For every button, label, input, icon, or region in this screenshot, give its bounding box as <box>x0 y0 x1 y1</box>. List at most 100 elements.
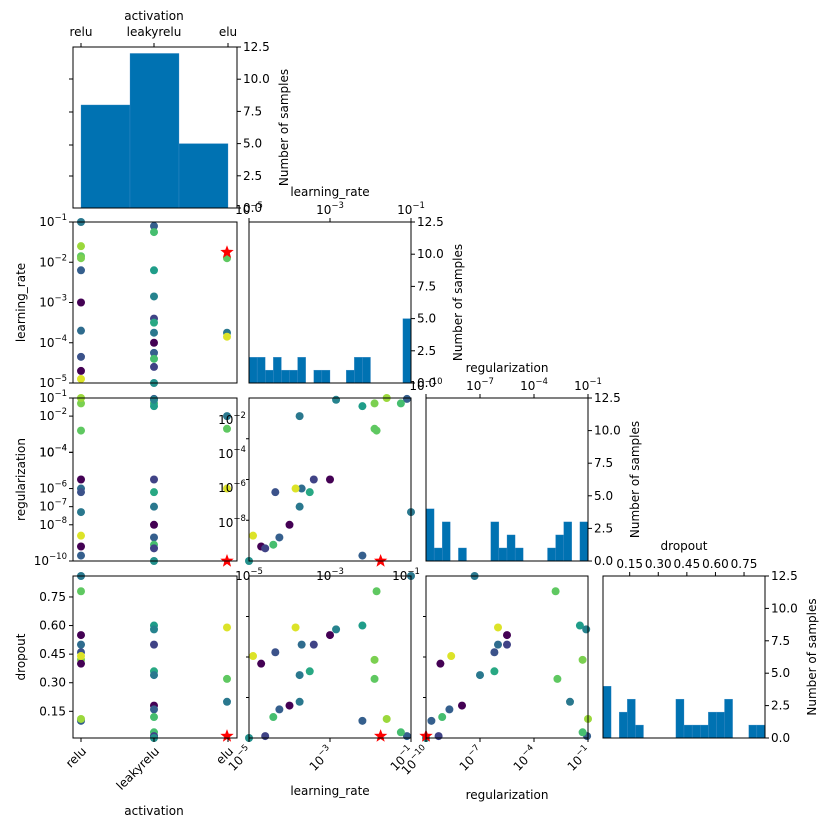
point-dropout-vs-learning_rate-15 <box>306 667 314 675</box>
regularization-top-title: regularization <box>466 361 549 375</box>
point-regularization-vs-activation-8 <box>77 552 85 560</box>
learning_rate-bottom-tick-label: 10−3 <box>305 743 336 774</box>
regularization-bar-15 <box>548 548 556 561</box>
hist-1-ylabel: Number of samples <box>451 244 465 361</box>
point-learning_rate-vs-activation-3 <box>77 299 85 307</box>
learning_rate-bar-12 <box>346 370 354 383</box>
point-dropout-vs-regularization-7 <box>447 652 455 660</box>
dropout-bar-14 <box>716 712 724 738</box>
point-dropout-vs-regularization-22 <box>553 675 561 683</box>
bottom-act-title: activation <box>124 804 183 818</box>
point-regularization-vs-learning_rate-13 <box>332 396 340 404</box>
point-regularization-vs-learning_rate-7 <box>249 532 257 540</box>
hist-0-ytick-label: 2.5 <box>243 169 262 183</box>
hist-0-ytick-label: 12.5 <box>243 40 270 54</box>
hist-2-ytick-label: 0.0 <box>594 554 613 568</box>
point-regularization-vs-learning_rate-3 <box>326 476 334 484</box>
regularization-top-tick-label: 10−10 <box>409 377 442 393</box>
hist-3-ytick-label: 2.5 <box>771 699 790 713</box>
dropout-top-tick-label: 0.15 <box>616 557 643 571</box>
regularization-bar-8 <box>491 522 499 561</box>
learning_rate-bar-8 <box>314 370 322 383</box>
hist-0-ylabel: Number of samples <box>277 69 291 186</box>
hist-0-ytick-label: 10.0 <box>243 72 270 86</box>
learning_rate-bottom-tick-label-text: 10−3 <box>305 743 336 774</box>
dropout-top-tick-label: 0.45 <box>673 557 700 571</box>
point-dropout-vs-learning_rate-16 <box>296 671 304 679</box>
point-dropout-vs-activation-16 <box>150 671 158 679</box>
point-regularization-vs-activation-18 <box>150 533 158 541</box>
regularization-bottom-title: regularization <box>466 788 549 802</box>
point-dropout-vs-activation-3 <box>77 631 85 639</box>
point-regularization-vs-activation-0 <box>77 508 85 516</box>
bottom-act-tick-label: leakyrelu <box>114 744 163 793</box>
point-dropout-vs-activation-18 <box>150 705 158 713</box>
point-dropout-vs-regularization-15 <box>490 667 498 675</box>
regularization-bar-1 <box>434 548 442 561</box>
inner-lr-tick-a: 10−5 <box>235 567 263 583</box>
regularization-top-tick-label: 10−7 <box>466 377 494 393</box>
inner-lr-tick-b: 10−3 <box>316 567 344 583</box>
point-dropout-vs-learning_rate-23 <box>296 698 304 706</box>
best-regularization-vs-activation <box>220 554 233 567</box>
point-dropout-vs-learning_rate-20 <box>261 732 269 740</box>
point-dropout-vs-regularization-5 <box>490 648 498 656</box>
regularization-bar-10 <box>507 535 515 561</box>
point-regularization-vs-activation-17 <box>150 521 158 529</box>
regularization-bottom-tick-label-text: 10−4 <box>509 743 540 774</box>
inner-reg-tick-c: 10−8 <box>218 514 246 530</box>
point-regularization-vs-learning_rate-14 <box>310 476 318 484</box>
learning_rate-ylabel: learning_rate <box>14 263 28 342</box>
point-dropout-vs-regularization-3 <box>503 631 511 639</box>
learning_rate-top-title: learning_rate <box>290 185 369 199</box>
point-learning_rate-vs-activation-20 <box>150 363 158 371</box>
point-regularization-vs-activation-20 <box>150 544 158 552</box>
learning_rate-bar-0 <box>249 357 257 383</box>
hist-1-ytick-label: 5.0 <box>417 312 436 326</box>
point-regularization-vs-learning_rate-20 <box>261 544 269 552</box>
point-dropout-vs-activation-7 <box>77 652 85 660</box>
point-learning_rate-vs-activation-19 <box>150 355 158 363</box>
point-learning_rate-vs-activation-8 <box>77 266 85 274</box>
regularization-bottom-tick-label: 10−1 <box>563 743 594 774</box>
point-dropout-vs-regularization-8 <box>427 717 435 725</box>
point-dropout-vs-learning_rate-13 <box>332 625 340 633</box>
learning_rate-top-tick-label: 10−3 <box>316 201 344 217</box>
point-dropout-vs-learning_rate-24 <box>292 623 300 631</box>
hist-2-ytick-label: 10.0 <box>594 424 621 438</box>
learning_rate-bar-4 <box>281 370 289 383</box>
point-dropout-vs-learning_rate-14 <box>310 641 318 649</box>
regularization-ytick-label-extra: 10−6 <box>39 480 67 496</box>
hist-1-ytick-label: 12.5 <box>417 215 444 229</box>
learning_rate-ytick-label: 10−3 <box>39 294 67 310</box>
best-dropout-vs-activation <box>220 729 233 742</box>
dropout-top-title: dropout <box>661 539 708 553</box>
dropout-ytick-label: 0.75 <box>39 590 66 604</box>
hist-3-ytick-label: 7.5 <box>771 634 790 648</box>
hist-0-ytick-label: 5.0 <box>243 137 262 151</box>
point-dropout-vs-learning_rate-9 <box>383 715 391 723</box>
regularization-ytick-label: 10−10 <box>34 552 67 568</box>
dropout-ytick-label: 0.15 <box>39 704 66 718</box>
regularization-bar-2 <box>442 522 450 561</box>
inner-reg-tick-d: 10−4 <box>218 445 246 461</box>
regularization-bottom-tick-label-text: 10−7 <box>455 743 486 774</box>
dropout-bar-3 <box>627 699 635 738</box>
top-act-tick-label: leakyrelu <box>127 25 182 39</box>
point-dropout-vs-regularization-11 <box>579 728 587 736</box>
learning_rate-bar-3 <box>273 357 281 383</box>
learning_rate-bar-14 <box>362 357 370 383</box>
learning_rate-bottom-title: learning_rate <box>290 784 369 798</box>
point-regularization-vs-activation-6 <box>77 543 85 551</box>
point-regularization-vs-activation-13 <box>150 396 158 404</box>
point-regularization-vs-learning_rate-8 <box>358 552 366 560</box>
point-dropout-vs-activation-9 <box>77 715 85 723</box>
regularization-top-tick-label: 10−4 <box>520 377 548 393</box>
dropout-top-tick-label: 0.75 <box>731 557 758 571</box>
point-dropout-vs-activation-22 <box>223 675 231 683</box>
point-dropout-vs-learning_rate-4 <box>298 641 306 649</box>
inner-reg-tick-b: 10−6 <box>218 479 246 495</box>
regularization-bottom-tick-label: 10−4 <box>509 743 540 774</box>
regularization-bar-17 <box>564 522 572 561</box>
